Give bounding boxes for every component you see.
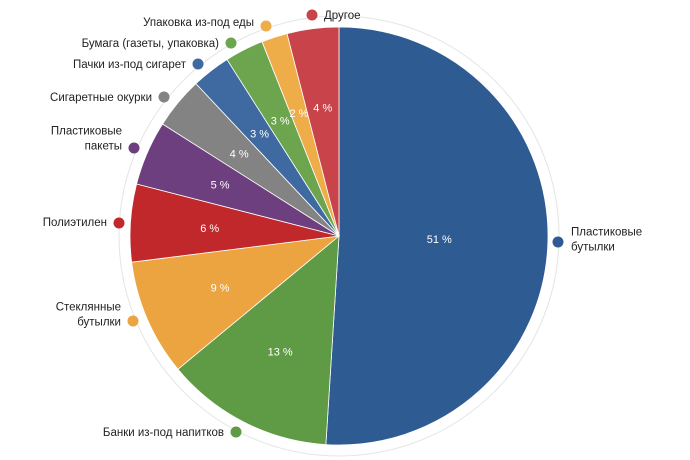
pie-slices [129,26,549,446]
slice-value-label: 6 % [200,223,219,235]
legend-marker [127,315,139,327]
legend-marker [128,142,140,154]
slice-value-label: 3 % [250,129,269,141]
slice-value-label: 9 % [211,282,230,294]
legend-marker [552,236,564,248]
legend-label: Упаковка из-под еды [143,17,254,29]
chart-outline-ring [118,15,560,457]
slice-value-label: 2 % [289,108,308,120]
legend-label: Полиэтилен [43,217,107,229]
legend-label: Другое [324,10,361,22]
legend-marker [113,217,125,229]
slice-value-label: 51 % [427,234,452,246]
legend-label: Бумага (газеты, упаковка) [82,38,220,50]
slice-value-label: 3 % [271,116,290,128]
slice-labels: 51 %13 %9 %6 %5 %4 %3 %3 %2 % 4 % [200,102,452,358]
pie-slice-10 [286,26,340,237]
slice-value-label: 5 % [211,180,230,192]
legend-label: Сигаретные окурки [50,92,152,104]
legend-marker [230,426,242,438]
pie-slice-1 [325,26,549,446]
slice-value-label: 13 % [268,346,293,358]
legend-marker [260,20,272,32]
legend-label: Пластиковые бутылки [571,227,642,254]
legend: Пластиковые бутылки Банки из-под напитков С… [43,9,642,439]
legend-marker [306,9,318,21]
legend-label: Банки из-под напитков [103,427,224,439]
legend-marker [225,37,237,49]
pie-slice-3 [131,235,341,370]
legend-marker [192,58,204,70]
legend-label: Стеклянные бутылки [56,302,121,329]
pie-slice-2 [177,235,340,446]
legend-label: Пачки из-под сигарет [73,59,187,71]
slice-value-label: 4 % [313,102,332,114]
slice-value-label: 4 % [230,148,249,160]
legend-label: Пластиковые пакеты [51,126,122,153]
legend-marker [158,91,170,103]
